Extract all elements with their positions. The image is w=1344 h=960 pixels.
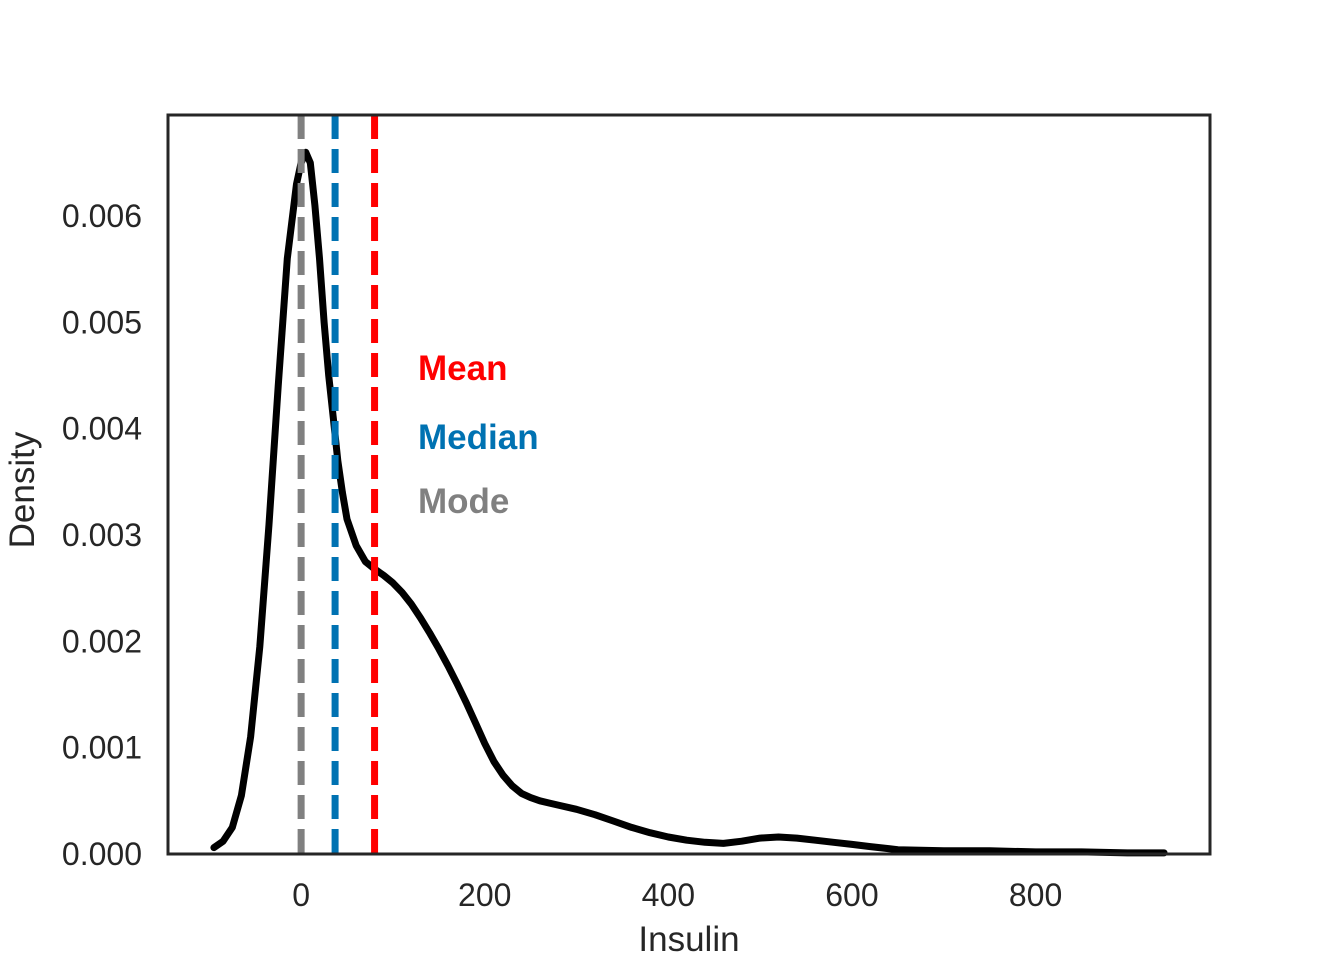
- y-axis-ticks: 0.000 0.001 0.002 0.003 0.004 0.005 0.006: [62, 198, 142, 872]
- y-tick-label: 0.001: [62, 730, 142, 766]
- legend-mode: Mode: [418, 482, 509, 521]
- x-tick-label: 400: [642, 877, 695, 913]
- y-tick-label: 0.002: [62, 623, 142, 659]
- reference-lines: [297, 115, 379, 854]
- x-tick-label: 600: [825, 877, 878, 913]
- legend: Mean Median Mode: [418, 349, 539, 521]
- x-tick-label: 0: [292, 877, 310, 913]
- x-tick-label: 800: [1009, 877, 1062, 913]
- y-tick-label: 0.003: [62, 517, 142, 553]
- plot-frame: [166, 113, 1212, 856]
- legend-mean: Mean: [418, 349, 507, 388]
- y-axis-label: Density: [3, 431, 42, 548]
- y-tick-label: 0.000: [62, 836, 142, 872]
- y-tick-label: 0.006: [62, 198, 142, 234]
- y-tick-label: 0.005: [62, 304, 142, 340]
- x-tick-label: 200: [458, 877, 511, 913]
- legend-median: Median: [418, 418, 539, 457]
- density-curve: [210, 148, 1168, 857]
- x-axis-label: Insulin: [638, 920, 739, 959]
- density-series: [210, 148, 1168, 857]
- x-axis-ticks: 0 200 400 600 800: [292, 877, 1062, 913]
- y-tick-label: 0.004: [62, 411, 142, 447]
